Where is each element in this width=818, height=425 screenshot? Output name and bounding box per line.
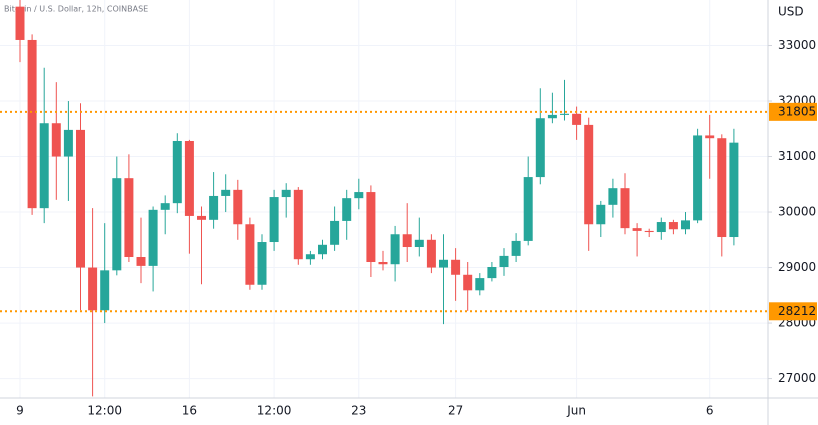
y-tick-label: 31000: [778, 149, 816, 163]
candle-body: [451, 259, 461, 275]
candle-body: [269, 197, 279, 243]
candle-body: [330, 220, 340, 245]
candle-body: [463, 274, 473, 291]
candle-body: [27, 39, 37, 209]
candle-body: [245, 224, 255, 285]
candle-body: [717, 138, 727, 238]
candle-body: [499, 255, 509, 267]
candle-body: [487, 266, 497, 279]
candle-body: [608, 188, 618, 205]
candle-body: [281, 189, 291, 198]
candle-body: [620, 188, 630, 229]
candle-body: [535, 118, 545, 178]
x-tick-label: 12:00: [87, 404, 122, 418]
candle-body: [632, 228, 642, 231]
x-tick-label: 6: [706, 404, 714, 418]
candle-body: [693, 135, 703, 221]
candle-body: [668, 222, 678, 230]
candle-body: [233, 189, 243, 225]
candle-body: [15, 6, 25, 40]
candle-body: [644, 230, 654, 233]
candle-body: [402, 234, 412, 248]
x-tick-label: 27: [448, 404, 463, 418]
candle-body: [390, 234, 400, 265]
x-tick-label: 9: [16, 404, 24, 418]
candle-body: [729, 142, 739, 238]
candle-body: [523, 177, 533, 241]
chart-title: Bitcoin / U.S. Dollar, 12h, COINBASE: [4, 5, 148, 14]
candle-body: [76, 129, 85, 268]
candle-body: [172, 140, 182, 204]
price-level-tag: [769, 102, 817, 121]
candle-body: [136, 257, 146, 266]
candle-body: [257, 242, 267, 285]
x-tick-label: 23: [351, 404, 366, 418]
x-tick-label: 12:00: [257, 404, 292, 418]
candle-body: [439, 259, 448, 268]
axis-unit: USD: [778, 5, 804, 19]
y-tick-label: 27000: [778, 371, 816, 385]
candle-body: [560, 113, 569, 115]
candle-body: [342, 198, 352, 221]
candle-body: [681, 220, 690, 230]
candle-body: [414, 239, 424, 248]
candle-body: [656, 222, 666, 233]
candle-body: [209, 195, 219, 220]
candle-body: [148, 209, 158, 266]
y-tick-label: 29000: [778, 260, 816, 274]
candle-body: [160, 203, 170, 210]
candle-body: [705, 135, 715, 139]
candle-body: [51, 123, 61, 157]
candle-body: [426, 239, 436, 268]
candle-body: [39, 123, 49, 209]
candle-body: [511, 240, 521, 256]
x-tick-label: 16: [182, 404, 197, 418]
candle-body: [547, 114, 557, 119]
candle-body: [572, 113, 582, 125]
candle-body: [88, 267, 98, 311]
candle-body: [378, 262, 388, 265]
candle-body: [596, 204, 606, 225]
candle-body: [124, 178, 134, 258]
candle-body: [584, 124, 594, 225]
candle-body: [63, 129, 73, 157]
price-level-label: 28212: [778, 304, 816, 318]
x-tick-label: Jun: [566, 404, 586, 418]
candle-body: [318, 244, 327, 255]
candle-body: [184, 140, 194, 216]
candle-body: [366, 192, 376, 263]
candle-body: [293, 189, 303, 260]
y-tick-label: 33000: [778, 38, 816, 52]
candle-body: [221, 189, 231, 196]
price-level-tag: [769, 302, 817, 321]
candle-body: [354, 192, 364, 199]
price-level-label: 31805: [778, 104, 816, 118]
y-tick-label: 30000: [778, 205, 816, 219]
candle-body: [305, 254, 315, 260]
candle-body: [197, 215, 206, 220]
candle-body: [100, 270, 110, 311]
candle-body: [112, 178, 122, 271]
candle-body: [475, 278, 485, 291]
